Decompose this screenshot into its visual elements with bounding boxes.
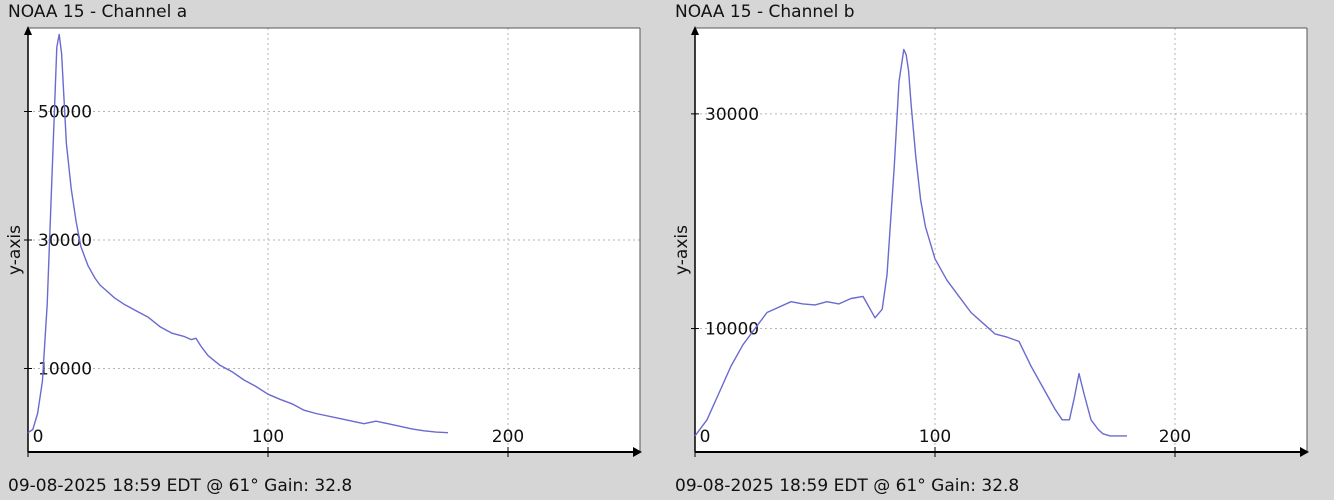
series-line — [694, 48, 1127, 437]
x-tick-label: 100 — [252, 427, 284, 447]
x-axis-arrow — [633, 447, 642, 457]
y-axis-label: y-axis — [672, 225, 692, 275]
y-tick-label: 10000 — [705, 320, 759, 340]
y-tick-label: 30000 — [38, 231, 92, 251]
x-tick-label: 200 — [1159, 427, 1191, 447]
y-axis-label: y-axis — [5, 225, 25, 275]
x-axis-arrow — [1300, 447, 1309, 457]
y-tick-label: 30000 — [705, 105, 759, 125]
y-axis-arrow — [24, 26, 32, 35]
y-axis-arrow — [691, 26, 699, 35]
chart-panel-channel-b: NOAA 15 - Channel b 0 100 200 10000 30000 y-a… — [667, 0, 1334, 500]
x-tick-label: 0 — [700, 427, 711, 447]
chart-title: NOAA 15 - Channel a — [8, 2, 188, 22]
chart-footer: 09-08-2025 18:59 EDT @ 61° Gain: 32.8 — [8, 476, 353, 496]
chart-panel-channel-a: NOAA 15 - Channel a 0 100 200 10000 30000 500… — [5, 2, 642, 496]
x-tick-label: 0 — [33, 427, 44, 447]
plot-area — [695, 28, 1307, 452]
chart-title: NOAA 15 - Channel b — [675, 2, 855, 22]
x-tick-label: 200 — [492, 427, 524, 447]
x-tick-label: 100 — [919, 427, 951, 447]
y-tick-label: 10000 — [38, 359, 92, 379]
chart-footer: 09-08-2025 18:59 EDT @ 61° Gain: 32.8 — [675, 476, 1020, 496]
series-line — [27, 33, 449, 434]
chart-plot-channel-b: 0 100 200 10000 30000 y-axis — [672, 26, 1309, 457]
